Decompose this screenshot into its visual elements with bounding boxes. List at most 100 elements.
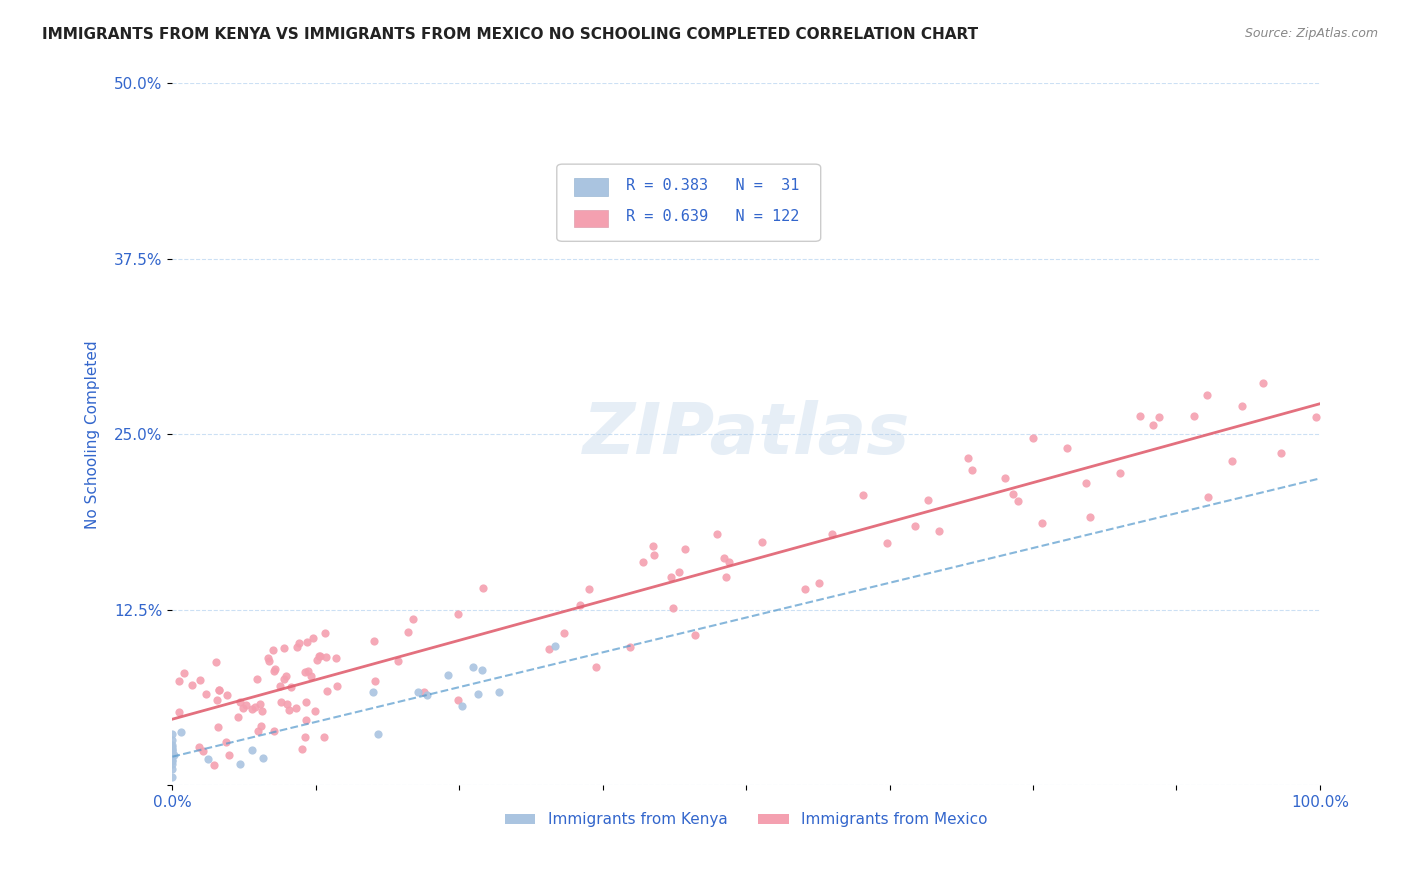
Point [401, 612, 423, 626]
Point [280, 680, 302, 694]
Point [641, 539, 664, 553]
Point [208, 682, 231, 697]
Point [714, 570, 737, 584]
Point [218, 748, 240, 763]
Point [263, 664, 285, 678]
Point [202, 758, 225, 772]
Point [308, 648, 330, 663]
Point [643, 548, 665, 562]
Point [162, 747, 184, 762]
Point [387, 654, 409, 668]
Point [299, 668, 322, 682]
Point [273, 640, 295, 655]
Point [413, 685, 436, 699]
Point [194, 687, 217, 701]
Point [162, 726, 184, 740]
Point [326, 679, 349, 693]
Point [208, 682, 231, 697]
Point [257, 654, 280, 668]
Point [1109, 467, 1132, 481]
Point [821, 527, 844, 541]
Point [263, 723, 285, 738]
Point [1022, 431, 1045, 445]
Point [1031, 516, 1053, 530]
Point [315, 650, 337, 665]
Point [1080, 509, 1102, 524]
Text: R = 0.639   N = 122: R = 0.639 N = 122 [626, 210, 799, 224]
Point [163, 748, 186, 763]
Point [1270, 446, 1292, 460]
Point [274, 669, 297, 683]
Point [1129, 409, 1152, 423]
Point [416, 688, 439, 702]
Point [301, 631, 323, 645]
Point [162, 757, 184, 772]
Point [1230, 399, 1253, 413]
Point [325, 650, 347, 665]
Point [1074, 476, 1097, 491]
Point [1184, 409, 1206, 424]
Point [229, 757, 252, 772]
Point [285, 701, 308, 715]
Bar [574, 210, 609, 227]
Point [316, 684, 339, 698]
Point [250, 704, 273, 718]
Point [1149, 410, 1171, 425]
Point [295, 713, 318, 727]
Point [396, 625, 419, 640]
Point [207, 720, 229, 734]
Point [270, 695, 292, 709]
Point [956, 451, 979, 466]
Point [718, 555, 741, 569]
Point [917, 492, 939, 507]
Point [808, 576, 831, 591]
Point [226, 710, 249, 724]
Text: IMMIGRANTS FROM KENYA VS IMMIGRANTS FROM MEXICO NO SCHOOLING COMPLETED CORRELATI: IMMIGRANTS FROM KENYA VS IMMIGRANTS FROM… [42, 27, 979, 42]
Point [1305, 409, 1327, 424]
Point [188, 673, 211, 688]
Point [285, 640, 308, 655]
Point [162, 732, 184, 747]
Point [960, 463, 983, 477]
Point [467, 687, 489, 701]
Point [304, 704, 326, 718]
Point [276, 697, 298, 711]
Point [232, 701, 254, 715]
Point [167, 673, 190, 688]
Point [619, 640, 641, 654]
Point [305, 653, 328, 667]
Point [245, 700, 267, 714]
Point [167, 705, 190, 719]
Point [631, 555, 654, 569]
Point [471, 663, 494, 677]
Point [262, 642, 284, 657]
Point [1142, 417, 1164, 432]
Point [673, 541, 696, 556]
Point [994, 470, 1017, 484]
Point [294, 730, 316, 744]
Point [569, 598, 592, 612]
Point [205, 693, 228, 707]
Point [162, 743, 184, 757]
Point [472, 581, 495, 595]
Point [312, 731, 335, 745]
Legend: Immigrants from Kenya, Immigrants from Mexico: Immigrants from Kenya, Immigrants from M… [499, 806, 994, 834]
Point [249, 719, 271, 733]
Point [295, 695, 318, 709]
Point [162, 741, 184, 756]
Point [668, 566, 690, 580]
Point [578, 582, 600, 596]
Point [240, 702, 263, 716]
Point [553, 626, 575, 640]
Point [659, 570, 682, 584]
Point [363, 633, 385, 648]
Point [162, 753, 184, 767]
Point [683, 627, 706, 641]
Point [173, 665, 195, 680]
Point [706, 527, 728, 541]
Point [314, 625, 336, 640]
Point [247, 723, 270, 738]
Point [1197, 491, 1219, 505]
Point [876, 536, 898, 550]
Point [585, 660, 607, 674]
